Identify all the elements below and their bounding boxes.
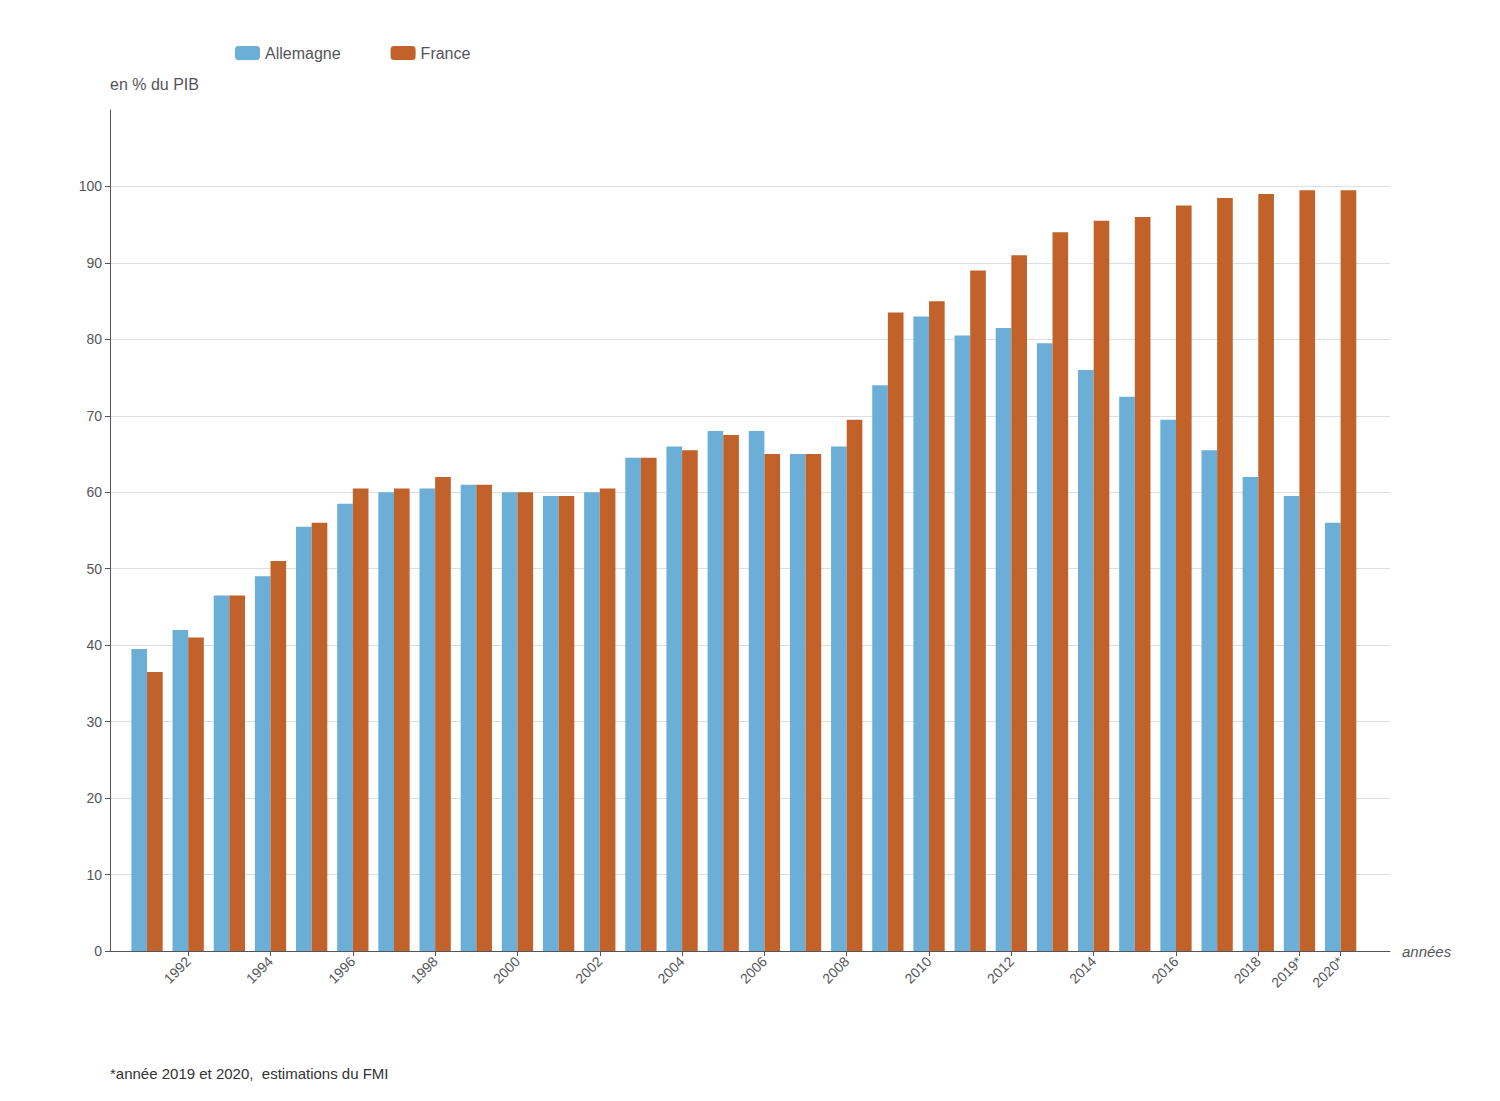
- svg-text:Allemagne: Allemagne: [265, 45, 341, 62]
- svg-text:2018: 2018: [1231, 953, 1264, 986]
- svg-text:90: 90: [86, 255, 102, 271]
- svg-text:2012: 2012: [984, 953, 1017, 986]
- svg-text:2010: 2010: [901, 953, 934, 986]
- svg-text:80: 80: [86, 331, 102, 347]
- svg-text:1994: 1994: [243, 953, 276, 986]
- svg-text:0: 0: [94, 943, 102, 959]
- svg-text:20: 20: [86, 790, 102, 806]
- svg-text:1998: 1998: [407, 953, 440, 986]
- svg-text:40: 40: [86, 637, 102, 653]
- svg-text:*année 2019 et 2020, estimati: *année 2019 et 2020, estimations du FMI: [110, 1065, 389, 1082]
- svg-text:30: 30: [86, 714, 102, 730]
- svg-text:2004: 2004: [654, 953, 687, 986]
- svg-text:10: 10: [86, 867, 102, 883]
- svg-text:2006: 2006: [737, 953, 770, 986]
- svg-text:100: 100: [79, 178, 103, 194]
- svg-text:2020*: 2020*: [1309, 953, 1347, 991]
- svg-text:2008: 2008: [819, 953, 852, 986]
- svg-text:2016: 2016: [1148, 953, 1181, 986]
- svg-text:années: années: [1402, 943, 1452, 960]
- svg-text:France: France: [421, 45, 471, 62]
- svg-text:2019*: 2019*: [1268, 953, 1306, 991]
- svg-text:2014: 2014: [1066, 953, 1099, 986]
- svg-text:2002: 2002: [572, 953, 605, 986]
- svg-text:60: 60: [86, 484, 102, 500]
- svg-text:50: 50: [86, 561, 102, 577]
- svg-text:en % du PIB: en % du PIB: [110, 76, 199, 93]
- svg-text:70: 70: [86, 408, 102, 424]
- svg-text:1996: 1996: [325, 953, 358, 986]
- svg-text:1992: 1992: [161, 953, 194, 986]
- svg-text:2000: 2000: [490, 953, 523, 986]
